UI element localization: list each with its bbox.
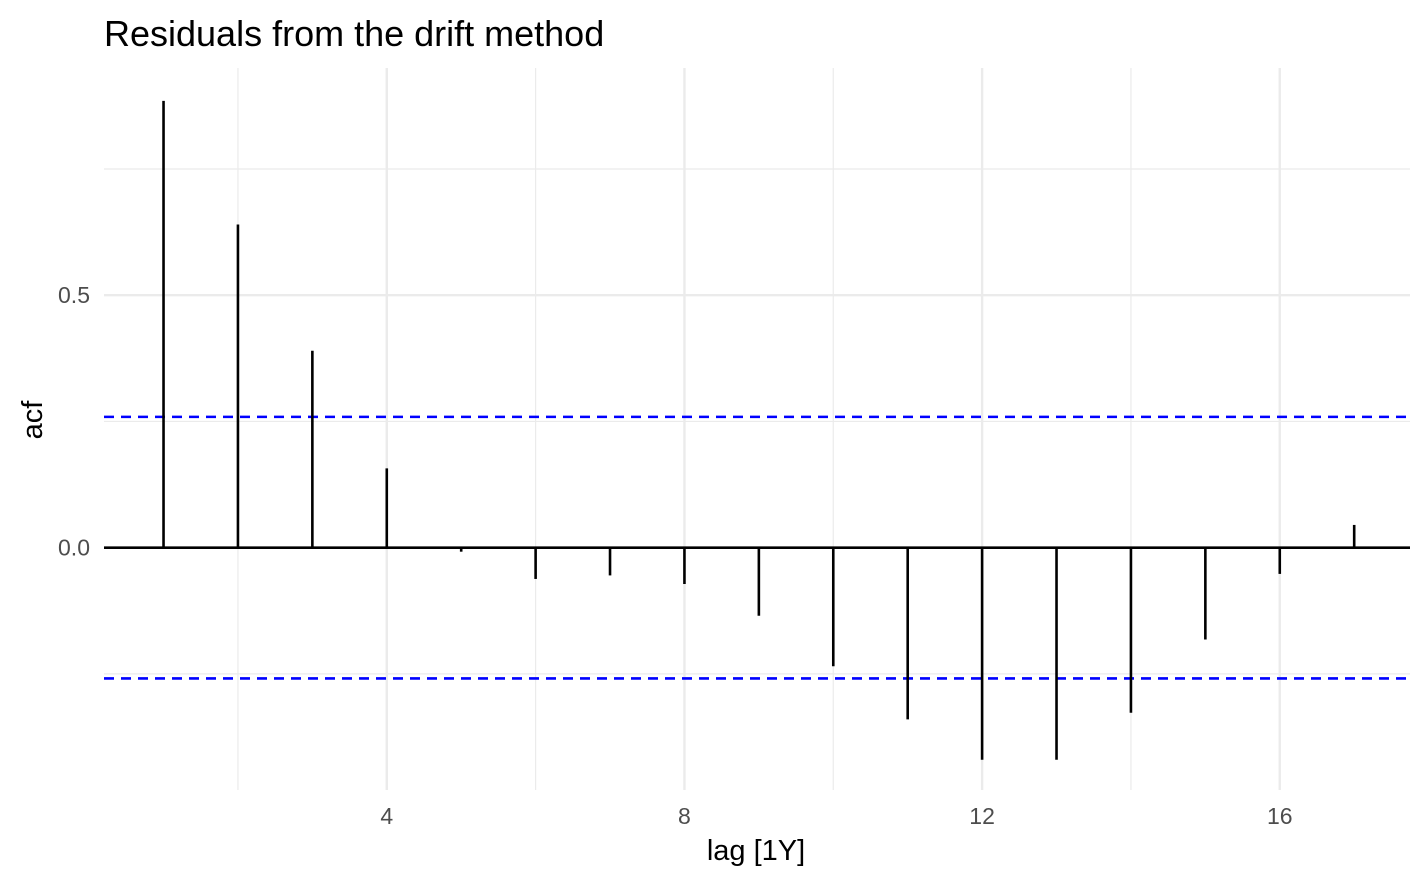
minor-gridlines <box>104 68 1410 790</box>
x-tick-label: 16 <box>1267 803 1293 829</box>
x-tick-label: 8 <box>678 803 691 829</box>
y-axis-ticks: 0.0 0.5 <box>58 282 90 560</box>
x-axis-ticks: 4 8 12 16 <box>380 803 1292 829</box>
x-tick-label: 12 <box>969 803 995 829</box>
acf-bars <box>162 100 1356 760</box>
major-gridlines <box>104 68 1410 790</box>
confidence-bounds <box>104 415 1410 680</box>
chart-title: Residuals from the drift method <box>104 13 604 54</box>
x-axis-title: lag [1Y] <box>707 835 805 867</box>
y-tick-label: 0.5 <box>58 282 90 308</box>
y-tick-label: 0.0 <box>58 535 90 561</box>
y-axis-title: acf <box>17 400 49 440</box>
x-tick-label: 4 <box>380 803 393 829</box>
